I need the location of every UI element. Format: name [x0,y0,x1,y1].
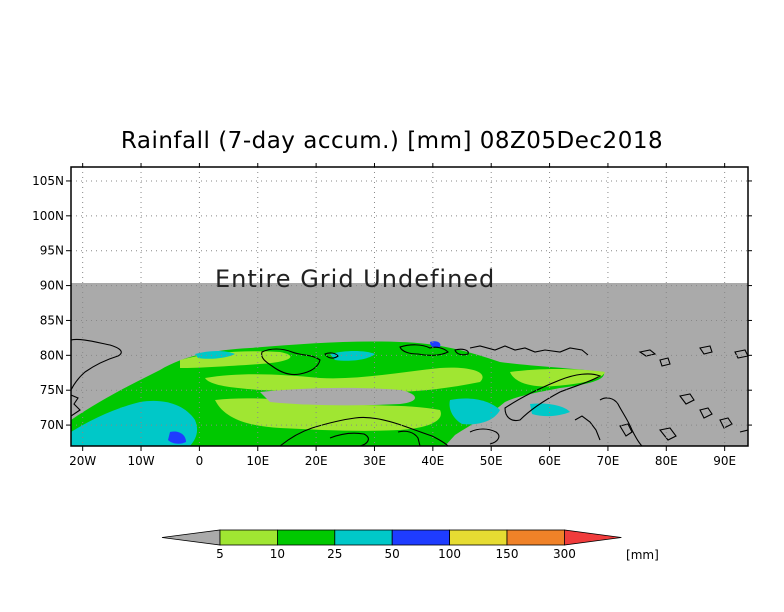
y-tick-label: 75N [40,383,64,397]
x-tick-label: 40E [421,454,444,468]
y-tick-label: 100N [32,209,64,223]
y-tick-label: 95N [40,244,64,258]
x-tick-label: 90E [713,454,736,468]
x-tick-label: 10E [246,454,269,468]
colorbar-segment [219,529,278,546]
colorbar-unit: [mm] [626,548,659,562]
x-tick-label: 10W [127,454,154,468]
y-axis: 105N 100N 95N 90N 85N 80N 75N 70N [32,174,752,432]
colorbar-segment [334,529,393,546]
colorbar-lower-arrow [161,529,221,546]
colorbar-segment [391,529,451,546]
colorbar-segment [449,529,508,546]
x-tick-label: 20W [69,454,96,468]
x-tick-label: 30E [363,454,386,468]
y-tick-label: 105N [32,174,64,188]
y-tick-label: 90N [40,279,64,293]
y-tick-label: 85N [40,313,64,327]
x-tick-label: 70E [597,454,620,468]
x-tick-label: 50E [480,454,503,468]
colorbar-upper-arrow [564,529,622,546]
y-tick-label: 80N [40,348,64,362]
map-title: Rainfall (7-day accum.) [mm] 08Z05Dec201… [120,128,664,154]
y-tick-label: 70N [40,418,64,432]
colorbar: 5 10 25 50 100 150 300 [mm] [161,529,659,562]
colorbar-label: 150 [496,547,519,561]
colorbar-label: 5 [216,547,224,561]
x-tick-label: 80E [655,454,678,468]
plot-frame [70,166,749,447]
colorbar-label: 10 [270,547,285,561]
x-tick-label: 0 [196,454,204,468]
x-tick-label: 20E [305,454,328,468]
x-axis: 20W 10W 0 10E 20E 30E 40E 50E 60E 70E 80E 90E [69,163,736,468]
undefined-message: Entire Grid Undefined [215,265,495,293]
coastlines [71,338,748,446]
colorbar-segment [506,529,565,546]
x-tick-label: 60E [538,454,561,468]
precip-field [71,341,605,446]
colorbar-label: 300 [553,547,576,561]
colorbar-label: 50 [385,547,400,561]
colorbar-label: 100 [438,547,461,561]
colorbar-segment [276,529,336,546]
colorbar-label: 25 [327,547,342,561]
